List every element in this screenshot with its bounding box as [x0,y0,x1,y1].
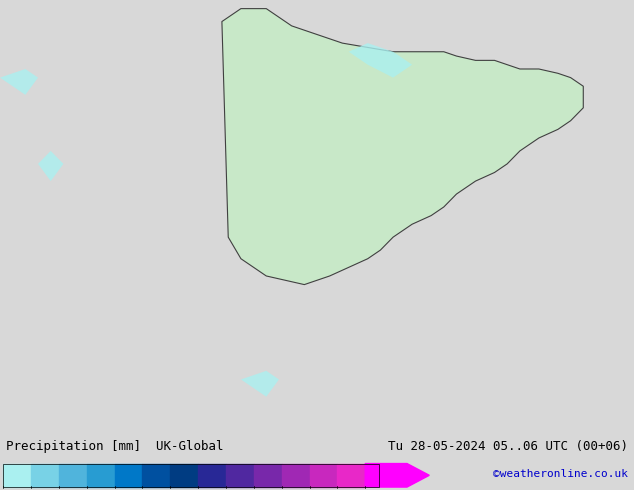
Bar [254,464,281,487]
Bar [198,464,226,487]
Bar [171,464,198,487]
Polygon shape [222,9,583,285]
Bar [87,464,115,487]
Text: Tu 28-05-2024 05..06 UTC (00+06): Tu 28-05-2024 05..06 UTC (00+06) [387,440,628,453]
FancyArrow shape [365,464,429,487]
Bar [281,464,309,487]
Bar [337,464,365,487]
Text: Precipitation [mm]  UK-Global: Precipitation [mm] UK-Global [6,440,224,453]
Bar [309,464,337,487]
Bar [226,464,254,487]
Polygon shape [349,43,412,77]
Polygon shape [0,69,38,95]
Bar [59,464,87,487]
Bar [143,464,171,487]
Bar [115,464,143,487]
Bar [31,464,59,487]
Polygon shape [241,371,279,397]
Bar [3,464,31,487]
Polygon shape [38,151,63,181]
Text: ©weatheronline.co.uk: ©weatheronline.co.uk [493,469,628,479]
